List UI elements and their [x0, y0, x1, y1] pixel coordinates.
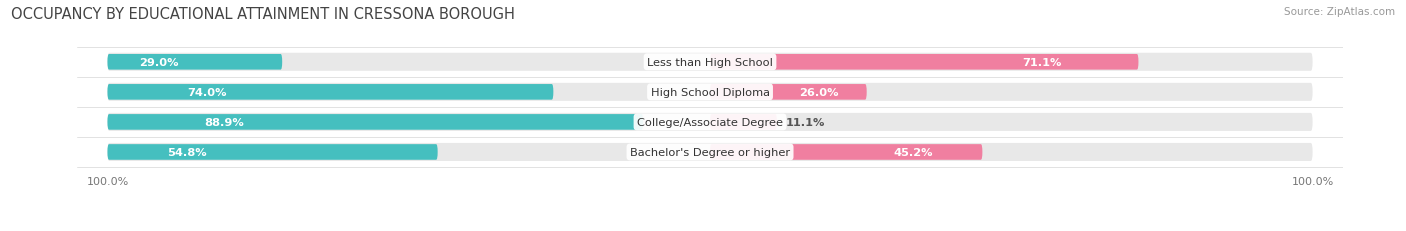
Text: 45.2%: 45.2% — [894, 147, 934, 157]
FancyBboxPatch shape — [107, 83, 1313, 101]
FancyBboxPatch shape — [107, 113, 1313, 131]
FancyBboxPatch shape — [107, 115, 643, 130]
Text: 54.8%: 54.8% — [167, 147, 207, 157]
Text: 71.1%: 71.1% — [1022, 58, 1062, 67]
FancyBboxPatch shape — [107, 145, 437, 160]
Text: Less than High School: Less than High School — [647, 58, 773, 67]
Text: Source: ZipAtlas.com: Source: ZipAtlas.com — [1284, 7, 1395, 17]
FancyBboxPatch shape — [107, 55, 283, 70]
FancyBboxPatch shape — [710, 115, 778, 130]
FancyBboxPatch shape — [107, 85, 554, 100]
Text: 26.0%: 26.0% — [799, 88, 838, 97]
Text: 88.9%: 88.9% — [204, 117, 243, 127]
Text: 74.0%: 74.0% — [188, 88, 228, 97]
FancyBboxPatch shape — [710, 145, 983, 160]
Text: 11.1%: 11.1% — [786, 117, 825, 127]
FancyBboxPatch shape — [107, 143, 1313, 161]
Text: OCCUPANCY BY EDUCATIONAL ATTAINMENT IN CRESSONA BOROUGH: OCCUPANCY BY EDUCATIONAL ATTAINMENT IN C… — [11, 7, 515, 22]
FancyBboxPatch shape — [710, 55, 1139, 70]
Text: College/Associate Degree: College/Associate Degree — [637, 117, 783, 127]
FancyBboxPatch shape — [107, 54, 1313, 72]
FancyBboxPatch shape — [710, 85, 866, 100]
Text: 29.0%: 29.0% — [139, 58, 179, 67]
Text: Bachelor's Degree or higher: Bachelor's Degree or higher — [630, 147, 790, 157]
Text: High School Diploma: High School Diploma — [651, 88, 769, 97]
